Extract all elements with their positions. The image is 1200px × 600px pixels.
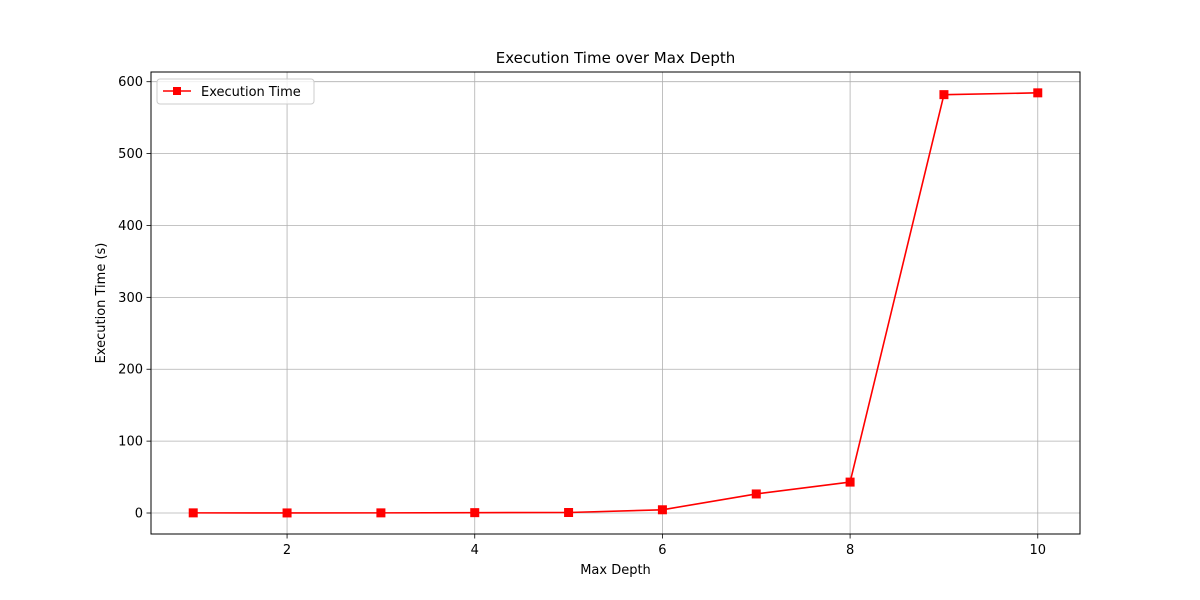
- y-tick-label: 300: [118, 291, 143, 306]
- y-axis-label: Execution Time (s): [94, 243, 109, 364]
- series-layer: [188, 88, 1043, 518]
- x-axis-label: Max Depth: [580, 563, 651, 578]
- legend-marker-swatch: [173, 87, 181, 95]
- y-tick-label: 600: [118, 75, 143, 90]
- grid-lines: [151, 72, 1080, 534]
- y-tick-label: 500: [118, 147, 143, 162]
- x-tick-label: 4: [471, 543, 479, 558]
- y-tick-label: 400: [118, 219, 143, 234]
- data-point-marker: [751, 489, 761, 499]
- data-point-marker: [188, 508, 198, 518]
- data-point-marker: [1033, 88, 1043, 98]
- x-tick-label: 10: [1029, 543, 1046, 558]
- data-point-marker: [376, 508, 386, 518]
- y-tick-label: 200: [118, 363, 143, 378]
- data-point-marker: [564, 508, 574, 518]
- plot-frame: [150, 71, 1081, 535]
- x-tick-label: 8: [846, 543, 854, 558]
- x-tick-label: 6: [658, 543, 666, 558]
- data-point-marker: [845, 477, 855, 487]
- legend: Execution Time: [156, 78, 315, 105]
- data-point-marker: [470, 508, 480, 518]
- data-point-marker: [282, 508, 292, 518]
- data-point-marker: [657, 505, 667, 515]
- legend-box: [156, 78, 315, 105]
- y-tick-label: 0: [135, 507, 143, 522]
- x-tick-label: 2: [283, 543, 291, 558]
- chart-title: Execution Time over Max Depth: [496, 49, 736, 67]
- y-tick-label: 100: [118, 435, 143, 450]
- legend-entry-label: Execution Time: [201, 85, 301, 100]
- series-line: [193, 92, 1038, 514]
- data-point-marker: [939, 90, 949, 100]
